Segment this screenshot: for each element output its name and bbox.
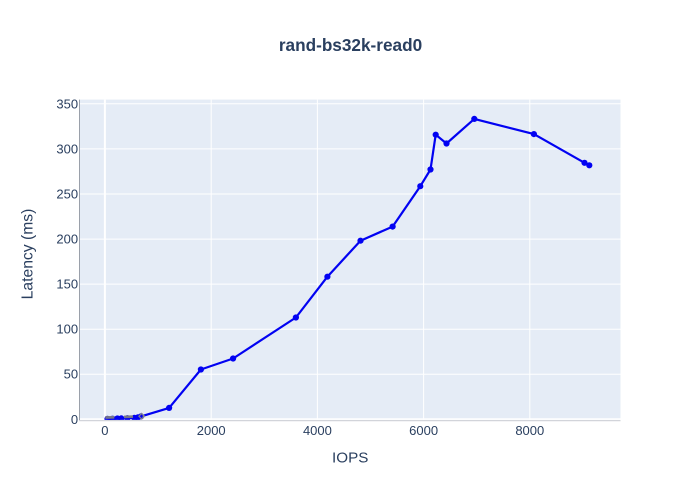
- svg-text:350: 350: [56, 96, 78, 111]
- svg-text:2000: 2000: [197, 423, 226, 438]
- svg-text:4000: 4000: [303, 423, 332, 438]
- svg-text:50: 50: [64, 367, 78, 382]
- svg-text:150: 150: [56, 277, 78, 292]
- svg-text:300: 300: [56, 141, 78, 156]
- svg-text:Latency (ms): Latency (ms): [19, 209, 36, 300]
- svg-text:0: 0: [71, 412, 78, 427]
- svg-text:IOPS: IOPS: [332, 450, 368, 467]
- svg-text:100: 100: [56, 322, 78, 337]
- svg-text:200: 200: [56, 232, 78, 247]
- svg-text:8000: 8000: [515, 423, 544, 438]
- svg-text:6000: 6000: [409, 423, 438, 438]
- svg-text:0: 0: [101, 423, 108, 438]
- svg-text:250: 250: [56, 186, 78, 201]
- svg-text:rand-bs32k-read0: rand-bs32k-read0: [279, 35, 422, 55]
